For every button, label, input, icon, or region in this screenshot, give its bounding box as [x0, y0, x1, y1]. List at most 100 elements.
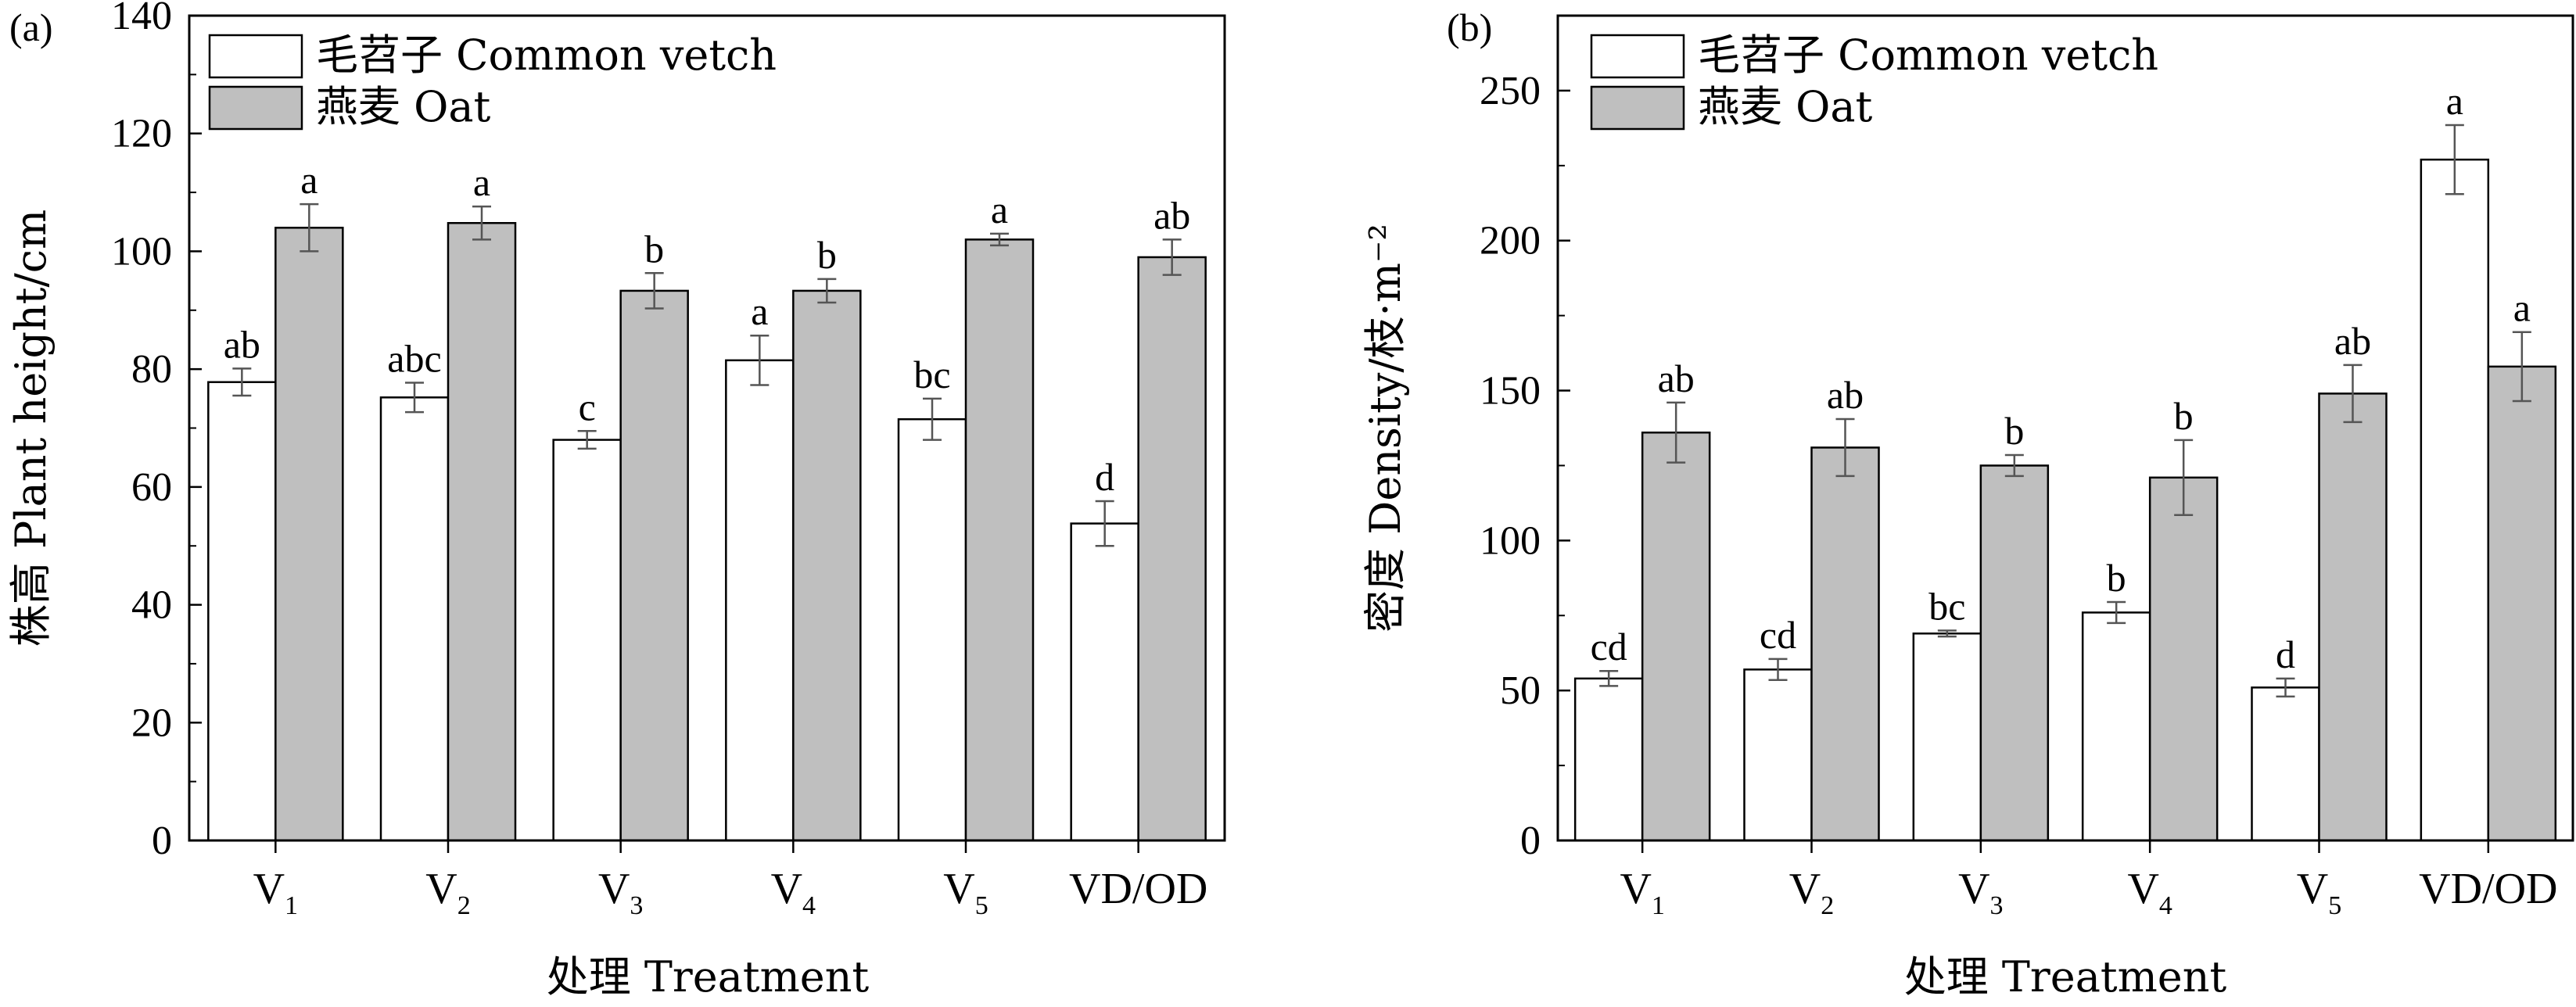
x-tick-label-base: V: [771, 865, 802, 913]
bar-vetch: [552, 439, 622, 842]
significance-letter: a: [300, 158, 318, 202]
bar-vetch: [2081, 611, 2151, 842]
x-tick-label-subscript: 1: [1652, 891, 1665, 920]
significance-letter: ab: [2334, 319, 2371, 363]
significance-letter: b: [2107, 556, 2126, 600]
bar-vetch: [1573, 677, 1644, 842]
significance-letter: abc: [387, 336, 441, 380]
y-tick-label: 50: [1500, 668, 1541, 713]
x-tick-label: V1: [1620, 865, 1664, 920]
bar-oat: [1641, 432, 1711, 842]
y-tick-label: 20: [131, 701, 172, 745]
significance-letter: b: [644, 227, 664, 271]
x-tick-label: V5: [943, 865, 988, 920]
bar-vetch: [207, 381, 277, 842]
x-tick-label-subscript: 2: [457, 891, 471, 920]
y-tick-label: 140: [111, 0, 172, 38]
x-tick-label-subscript: 4: [802, 891, 816, 920]
x-tick-label-base: V: [1958, 865, 1989, 913]
y-tick-label: 150: [1480, 369, 1541, 414]
legend-swatch-vetch: [208, 34, 303, 79]
bar-vetch: [379, 396, 450, 842]
significance-letter: a: [2446, 79, 2463, 123]
plot-frame: [1556, 14, 2574, 842]
x-tick-label-subscript: 3: [630, 891, 643, 920]
legend-label: 燕麦 Oat: [1698, 82, 1873, 131]
y-tick-label: 60: [131, 465, 172, 510]
legend-label: 毛苕子 Common vetch: [1698, 30, 2158, 80]
y-axis-title: 密度 Density/枝·m⁻²: [1361, 224, 1410, 633]
x-tick-label-base: VD/OD: [1069, 865, 1207, 913]
chart-panel-b: (b)cdabV1cdabV2bcbV3bbV4dabV5aaVD/OD0501…: [1361, 5, 2574, 1002]
x-tick-label-base: V: [2297, 865, 2328, 913]
x-tick-label: V3: [1958, 865, 2003, 920]
x-tick-label-base: V: [598, 865, 630, 913]
x-tick-label: V4: [771, 865, 816, 920]
x-tick-label: V4: [2127, 865, 2172, 920]
significance-letter: a: [751, 289, 768, 333]
x-tick-label: V5: [2297, 865, 2341, 920]
bar-vetch: [1070, 522, 1139, 842]
x-tick-label-subscript: 4: [2159, 891, 2172, 920]
y-tick-label: 100: [1480, 518, 1541, 563]
bar-vetch: [1912, 633, 1982, 842]
significance-letter: a: [473, 160, 490, 204]
significance-letter: bc: [1928, 584, 1965, 628]
y-tick-label: 0: [1520, 819, 1541, 863]
x-tick-label: VD/OD: [2419, 865, 2557, 913]
panel-label: (b): [1447, 5, 1492, 49]
bar-oat: [1810, 446, 1880, 842]
y-tick-label: 250: [1480, 69, 1541, 113]
significance-letter: bc: [913, 353, 950, 396]
significance-letter: d: [2276, 633, 2295, 676]
bar-vetch: [2420, 158, 2490, 842]
bar-oat: [1137, 256, 1207, 842]
x-tick-label: VD/OD: [1069, 865, 1207, 913]
x-tick-label-base: V: [1620, 865, 1651, 913]
x-tick-label-subscript: 3: [1990, 891, 2004, 920]
x-tick-label-base: V: [253, 865, 285, 913]
significance-letter: ab: [1827, 373, 1864, 417]
x-tick-label: V2: [1789, 865, 1834, 920]
significance-letter: b: [817, 233, 837, 277]
legend-swatch-oat: [1590, 85, 1685, 131]
significance-letter: a: [991, 188, 1008, 231]
y-tick-label: 200: [1480, 219, 1541, 263]
significance-letter: a: [2513, 286, 2531, 330]
x-tick-label-base: V: [943, 865, 974, 913]
significance-letter: b: [2004, 409, 2024, 453]
chart-panel-a: (a)abaV1abcaV2cbV3abV4bcaV5dabVD/OD02040…: [6, 0, 1226, 1002]
bar-oat: [964, 238, 1035, 842]
bar-oat: [792, 289, 862, 842]
y-tick-label: 0: [152, 819, 172, 863]
bar-vetch: [897, 417, 967, 842]
bar-vetch: [1743, 668, 1813, 842]
legend-label: 毛苕子 Common vetch: [316, 30, 777, 80]
legend-swatch-oat: [208, 85, 303, 131]
x-tick-label-base: VD/OD: [2419, 865, 2557, 913]
significance-letter: ab: [1658, 357, 1695, 400]
x-tick-label-base: V: [1789, 865, 1821, 913]
bar-oat: [2318, 392, 2388, 842]
bar-vetch: [725, 359, 795, 842]
y-axis-title: 株高 Plant height/cm: [6, 210, 56, 647]
legend-label: 燕麦 Oat: [316, 82, 491, 131]
y-tick-label: 40: [131, 583, 172, 628]
bar-oat: [1979, 464, 2050, 842]
significance-letter: ab: [1153, 193, 1190, 237]
x-tick-label-subscript: 5: [975, 891, 988, 920]
bar-oat: [2487, 365, 2557, 842]
y-tick-label: 80: [131, 347, 172, 392]
bar-oat: [619, 289, 689, 842]
significance-letter: c: [579, 385, 596, 428]
significance-letter: d: [1095, 455, 1114, 499]
bar-vetch: [2251, 686, 2320, 842]
x-tick-label: V1: [253, 865, 298, 920]
significance-letter: ab: [224, 322, 260, 366]
bar-oat: [274, 227, 344, 842]
significance-letter: cd: [1760, 613, 1796, 657]
x-tick-label: V3: [598, 865, 643, 920]
